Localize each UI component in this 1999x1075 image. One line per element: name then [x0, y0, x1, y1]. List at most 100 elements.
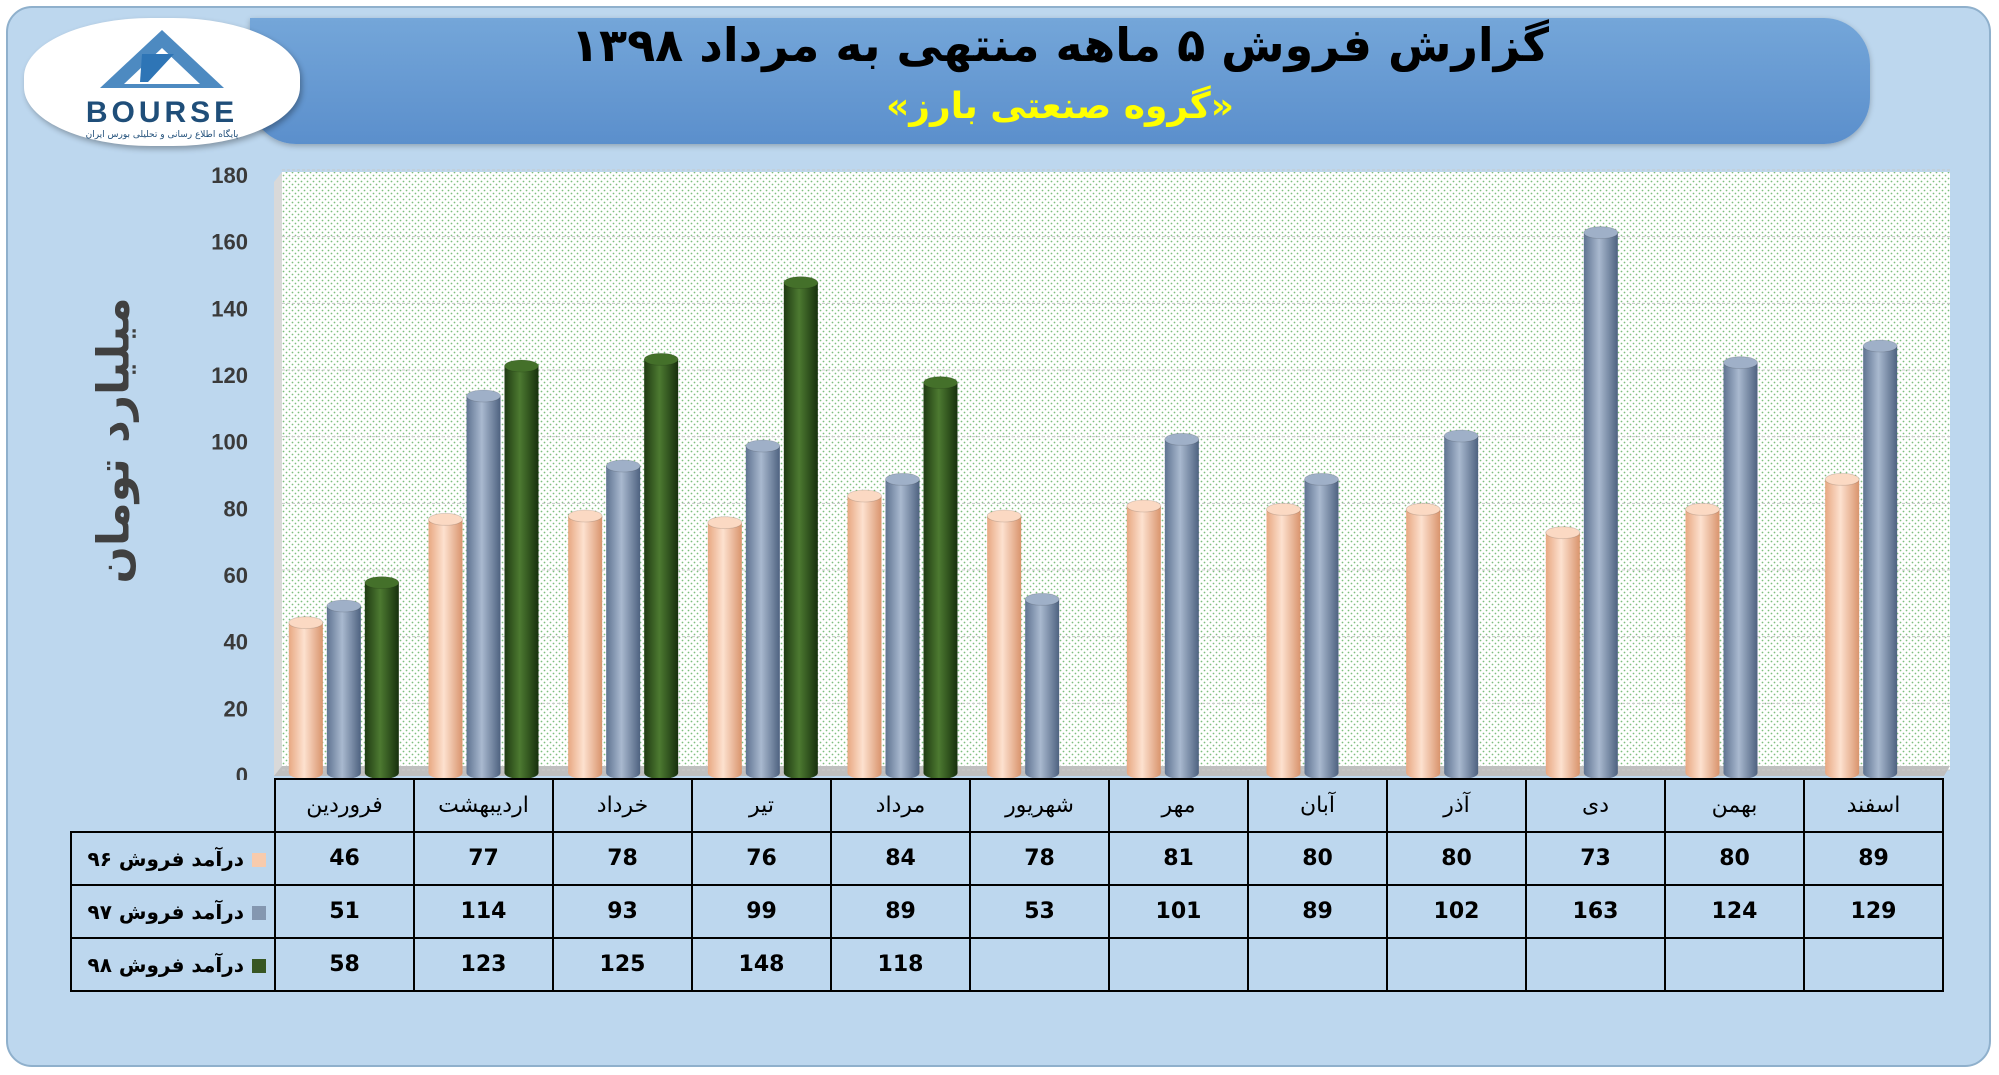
- bar-1-5: [847, 489, 882, 780]
- plot-floor: [274, 766, 1950, 776]
- table-cell: 73: [1525, 831, 1666, 886]
- bar-1-7: [1126, 499, 1162, 780]
- bourse-logo: BOURSE پایگاه اطلاع رسانی و تحلیلی بورس …: [24, 18, 300, 146]
- legend-label-96: درآمد فروش ۹۶: [87, 846, 244, 871]
- table-cell: [1664, 937, 1805, 992]
- table-cell: 51: [274, 884, 415, 939]
- bar-body: [504, 366, 539, 780]
- table-cell: 77: [413, 831, 554, 886]
- table-cat-1: فروردین: [274, 778, 415, 833]
- bar-body: [428, 519, 463, 780]
- bar-cap: [1723, 356, 1758, 370]
- bar-cap: [1304, 472, 1339, 486]
- bar-body: [923, 382, 958, 780]
- legend-swatch-96: [252, 853, 266, 867]
- table-cat-2: اردیبهشت: [413, 778, 554, 833]
- table-cat-6: شهریور: [969, 778, 1110, 833]
- table-cell: 123: [413, 937, 554, 992]
- y-tick-label: 160: [211, 230, 248, 255]
- bar-body: [326, 606, 361, 780]
- legend-swatch-97: [252, 906, 266, 920]
- logo-mark-icon: [100, 30, 224, 88]
- bar-cap: [1545, 526, 1581, 540]
- table-cat-12: اسفند: [1803, 778, 1944, 833]
- table-cell: 129: [1803, 884, 1944, 939]
- table-cat-3: خرداد: [552, 778, 693, 833]
- bar-1-10: [1545, 526, 1581, 780]
- table-cat-9: آذر: [1386, 778, 1527, 833]
- legend-entry-96: درآمد فروش ۹۶: [70, 831, 276, 886]
- bar-body: [606, 466, 641, 780]
- bar-2-10: [1583, 226, 1619, 780]
- bar-body: [1863, 346, 1898, 780]
- plot-side-wall: [274, 172, 282, 776]
- table-cell: [969, 937, 1110, 992]
- table-cat-4: تیر: [691, 778, 832, 833]
- table-cell: 78: [969, 831, 1110, 886]
- table-cell: 46: [274, 831, 415, 886]
- bar-cap: [1405, 502, 1441, 516]
- plot-area: [282, 172, 1950, 770]
- bar-cap: [986, 509, 1022, 523]
- table-cell: 58: [274, 937, 415, 992]
- bar-2-2: [466, 389, 501, 780]
- bar-cap: [745, 439, 781, 453]
- table-cell: 89: [830, 884, 971, 939]
- legend-entry-98: درآمد فروش ۹۸: [70, 937, 276, 992]
- legend-label-97: درآمد فروش ۹۷: [87, 899, 244, 924]
- y-tick-label: 0: [236, 763, 248, 780]
- bar-1-4: [707, 516, 743, 780]
- bar-body: [568, 516, 603, 780]
- table-cell: 148: [691, 937, 832, 992]
- y-tick-label: 80: [224, 496, 248, 521]
- bar-cap: [1685, 502, 1720, 516]
- y-tick-label: 20: [224, 696, 248, 721]
- bar-3-2: [504, 359, 539, 780]
- legend-entry-97: درآمد فروش ۹۷: [70, 884, 276, 939]
- bar-body: [1545, 532, 1580, 780]
- bar-body: [466, 396, 501, 780]
- bar-2-5: [885, 472, 920, 780]
- table-cell: 89: [1247, 884, 1388, 939]
- table-cell: 89: [1803, 831, 1944, 886]
- table-cell: [1108, 937, 1249, 992]
- bar-cap: [364, 576, 400, 590]
- table-cell: 114: [413, 884, 554, 939]
- bar-body: [1723, 362, 1758, 780]
- bar-body: [707, 522, 742, 780]
- bar-cap: [847, 489, 882, 503]
- bar-1-6: [986, 509, 1022, 780]
- bar-2-1: [326, 599, 362, 780]
- y-tick-label: 100: [211, 430, 248, 455]
- table-cell: [1803, 937, 1944, 992]
- bar-cap: [1583, 226, 1619, 240]
- bar-cap: [326, 599, 362, 613]
- table-cat-8: آبان: [1247, 778, 1388, 833]
- bar-body: [644, 359, 679, 780]
- logo-text: BOURSE: [85, 96, 239, 129]
- bar-2-9: [1443, 429, 1479, 780]
- bar-1-11: [1685, 502, 1720, 780]
- table-cell: 101: [1108, 884, 1249, 939]
- table-cell: 118: [830, 937, 971, 992]
- table-cell: [1525, 937, 1666, 992]
- bar-1-8: [1266, 502, 1301, 780]
- bar-body: [1304, 479, 1339, 780]
- logo-tagline: پایگاه اطلاع رسانی و تحلیلی بورس ایران: [85, 130, 239, 140]
- table-cell: 76: [691, 831, 832, 886]
- bar-cap: [428, 512, 463, 526]
- chart-title: گزارش فروش ۵ ماهه منتهی به مرداد ۱۳۹۸: [570, 18, 1550, 72]
- bar-1-9: [1405, 502, 1441, 780]
- bar-cap: [1266, 502, 1301, 516]
- bar-cap: [605, 459, 641, 473]
- table-cell: [1386, 937, 1527, 992]
- y-tick-label: 180: [211, 163, 248, 188]
- bar-body: [1583, 232, 1618, 780]
- bar-cap: [1443, 429, 1479, 443]
- bar-body: [783, 282, 818, 780]
- bar-cap: [1862, 339, 1898, 353]
- bar-2-3: [605, 459, 641, 780]
- bar-cap: [1824, 472, 1860, 486]
- bar-body: [847, 496, 882, 780]
- legend-label-98: درآمد فروش ۹۸: [87, 952, 244, 977]
